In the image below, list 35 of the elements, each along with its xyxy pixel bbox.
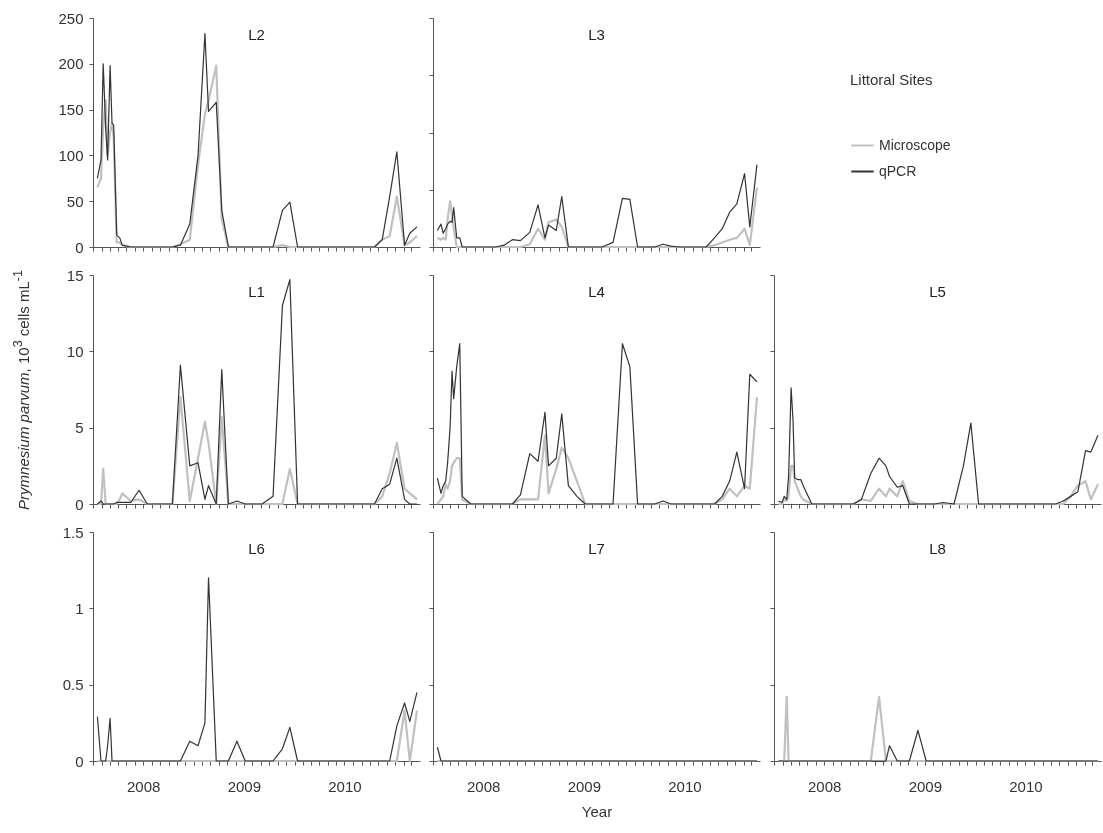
x-tick-label: 2009 [227,777,261,795]
x-tick-label: 2009 [567,777,601,795]
y-tick-label: 0.5 [62,676,84,694]
text: L2 [248,26,265,43]
y-tick-label: 0 [75,495,84,513]
text: L4 [588,283,605,300]
legend-title: Littoral Sites [850,71,933,88]
x-tick-label: 2010 [328,777,362,795]
x-tick-label: 2008 [466,777,501,795]
y-tick-label: 200 [58,55,84,73]
x-tick-label: 2010 [1009,777,1043,795]
y-tick-label: 150 [58,101,84,119]
x-tick-label: 2008 [126,777,161,795]
y-tick-label: 10 [66,342,84,360]
y-tick-label: 1.5 [62,523,84,541]
y-tick-label: 100 [58,146,84,164]
x-tick-label: 2010 [668,777,702,795]
text: L7 [588,540,605,557]
y-tick-label: 50 [66,192,84,210]
legend-label: Microscope [879,136,951,153]
y-tick-label: 0 [75,238,84,256]
y-tick-label: 15 [66,266,84,284]
y-tick-label: 0 [75,752,84,770]
text: L3 [588,26,605,43]
x-tick-label: 2008 [807,777,842,795]
x-tick-label: 2009 [908,777,942,795]
text: L8 [929,540,946,557]
y-tick-label: 1 [75,599,84,617]
y-tick-label: 250 [58,9,84,27]
text: L5 [929,283,946,300]
y-tick-label: 5 [75,419,84,437]
text: L6 [248,540,265,557]
legend-label: qPCR [879,162,917,179]
text: L1 [248,283,265,300]
x-axis-title: Year [581,802,613,820]
